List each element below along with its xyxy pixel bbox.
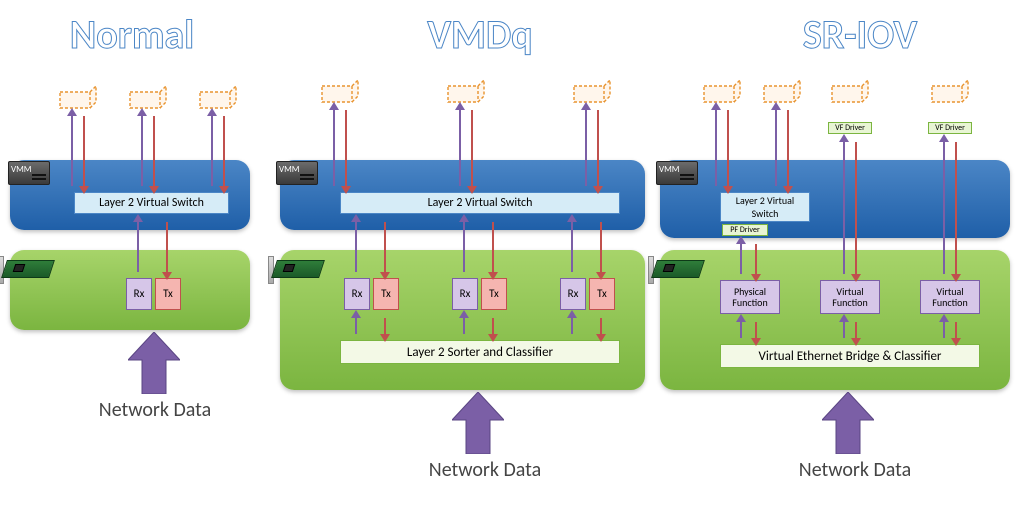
sorter-vmdq: Layer 2 Sorter and Classifier — [340, 340, 620, 364]
arrow-down — [492, 214, 494, 280]
arrow-up — [943, 314, 945, 346]
arrow-up — [740, 236, 742, 282]
virtual-switch-normal: Layer 2 Virtual Switch — [74, 192, 229, 214]
arrow-down — [755, 314, 757, 346]
arrow-up — [137, 214, 139, 280]
title-sriov: SR-IOV — [760, 10, 960, 59]
pf-box: Physical Function — [720, 280, 780, 314]
arrow-down — [727, 102, 729, 194]
nic-icon-vmdq — [268, 256, 328, 288]
network-arrow-normal — [128, 332, 180, 394]
arrow-up — [740, 314, 742, 346]
arrow-down — [83, 108, 85, 194]
rx-box-normal: Rx — [126, 278, 152, 310]
network-label-vmdq: Network Data — [400, 458, 570, 482]
arrow-up — [571, 310, 573, 342]
network-arrow-vmdq — [452, 392, 504, 454]
virtual-switch-vmdq: Layer 2 Virtual Switch — [340, 192, 620, 214]
vm-icon — [828, 78, 872, 104]
network-label-normal: Network Data — [70, 398, 240, 422]
vm-icon — [196, 84, 240, 110]
arrow-up — [463, 214, 465, 280]
vmm-icon-sriov: VMM — [652, 155, 700, 191]
title-vmdq: VMDq — [390, 10, 570, 59]
classifier-sriov: Virtual Ethernet Bridge & Classifier — [720, 344, 980, 368]
arrow-up — [775, 102, 777, 194]
arrow-down — [597, 102, 599, 194]
vf-driver-box: VF Driver — [828, 122, 872, 134]
vm-icon — [700, 78, 744, 104]
arrow-down — [223, 108, 225, 194]
arrow-up — [571, 214, 573, 280]
arrow-up — [585, 102, 587, 194]
tx-box: Tx — [373, 278, 399, 310]
tx-box-normal: Tx — [155, 278, 181, 310]
arrow-down — [153, 108, 155, 194]
vm-icon — [444, 78, 488, 104]
vf-driver-box: VF Driver — [928, 122, 972, 134]
arrow-down — [492, 310, 494, 342]
arrow-down — [855, 134, 857, 282]
arrow-up — [141, 108, 143, 194]
arrow-up — [459, 102, 461, 194]
arrow-up — [333, 102, 335, 194]
vmm-icon-normal: VMM — [4, 155, 52, 191]
arrow-up — [843, 314, 845, 346]
rx-box: Rx — [560, 278, 586, 310]
vm-icon — [56, 84, 100, 110]
vm-icon — [318, 78, 362, 104]
rx-box: Rx — [452, 278, 478, 310]
vm-icon — [570, 78, 614, 104]
arrow-down — [955, 314, 957, 346]
vm-icon — [928, 78, 972, 104]
arrow-up — [463, 310, 465, 342]
arrow-down — [166, 214, 168, 280]
arrow-down — [384, 214, 386, 280]
arrow-down — [955, 134, 957, 282]
arrow-down — [855, 314, 857, 346]
arrow-up — [71, 108, 73, 194]
arrow-up — [355, 214, 357, 280]
vm-icon — [126, 84, 170, 110]
arrow-up — [843, 134, 845, 282]
arrow-down — [471, 102, 473, 194]
arrow-down — [600, 310, 602, 342]
vm-icon — [760, 78, 804, 104]
virtual-switch-sriov: Layer 2 Virtual Switch — [720, 192, 810, 222]
network-arrow-sriov — [822, 392, 874, 454]
vf-box: Virtual Function — [920, 280, 980, 314]
tx-box: Tx — [481, 278, 507, 310]
arrow-up — [943, 134, 945, 282]
arrow-down — [600, 214, 602, 280]
pf-driver-box: PF Driver — [722, 224, 768, 236]
vmm-icon-vmdq: VMM — [272, 155, 320, 191]
vf-box: Virtual Function — [820, 280, 880, 314]
network-label-sriov: Network Data — [770, 458, 940, 482]
nic-icon-sriov — [648, 256, 708, 288]
arrow-down — [787, 102, 789, 194]
arrow-down — [345, 102, 347, 194]
vmm-layer-sriov — [660, 160, 1010, 238]
tx-box: Tx — [589, 278, 615, 310]
nic-layer-sriov — [660, 250, 1010, 390]
rx-box: Rx — [344, 278, 370, 310]
arrow-up — [715, 102, 717, 194]
arrow-down — [384, 310, 386, 342]
arrow-up — [355, 310, 357, 342]
title-normal: Normal — [32, 10, 232, 59]
arrow-down — [755, 236, 757, 282]
arrow-up — [211, 108, 213, 194]
nic-icon-normal — [0, 256, 58, 288]
